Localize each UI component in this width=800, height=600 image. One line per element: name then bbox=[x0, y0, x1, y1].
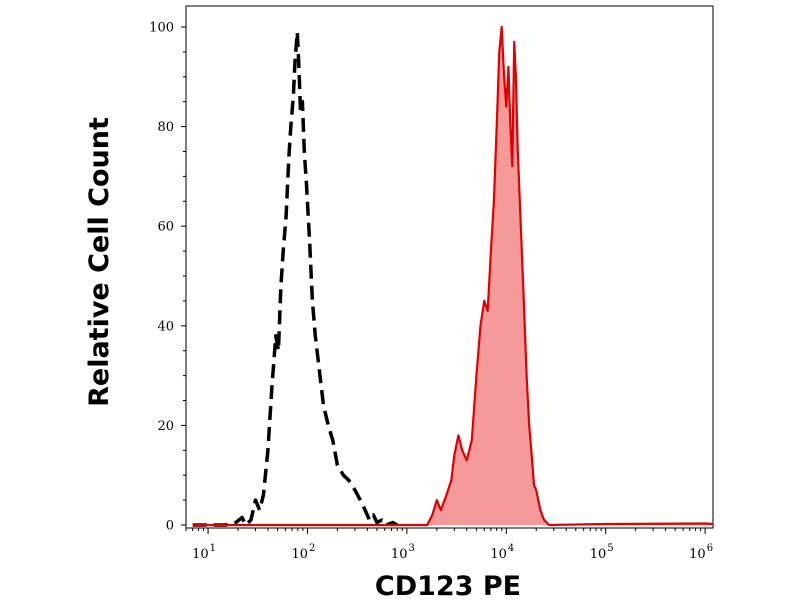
y-axis-title: Relative Cell Count bbox=[84, 117, 115, 407]
y-axis: 0 20 40 60 80 100 bbox=[149, 21, 186, 534]
y-tick-label: 20 bbox=[157, 419, 174, 434]
x-tick-label: 104 bbox=[490, 543, 514, 562]
y-tick-label: 40 bbox=[157, 319, 174, 334]
series-1-fill bbox=[192, 27, 713, 525]
x-tick-label: 102 bbox=[292, 543, 316, 562]
series-layer bbox=[192, 25, 714, 527]
x-tick-label: 105 bbox=[590, 543, 614, 562]
y-tick-label: 0 bbox=[166, 519, 174, 534]
y-tick-label: 60 bbox=[157, 220, 174, 235]
series-0-line bbox=[192, 30, 399, 527]
x-tick-label: 103 bbox=[391, 543, 415, 562]
x-axis: 101 102 103 104 105 106 bbox=[185, 528, 713, 562]
x-tick-label: 101 bbox=[192, 543, 216, 562]
y-tick-label: 100 bbox=[149, 21, 174, 36]
x-tick-label: 106 bbox=[689, 543, 713, 562]
series-1-line bbox=[192, 25, 714, 527]
y-tick-label: 80 bbox=[157, 120, 174, 135]
plot-frame bbox=[185, 5, 714, 529]
plot-area bbox=[185, 5, 714, 529]
x-axis-title: CD123 PE bbox=[375, 571, 521, 600]
